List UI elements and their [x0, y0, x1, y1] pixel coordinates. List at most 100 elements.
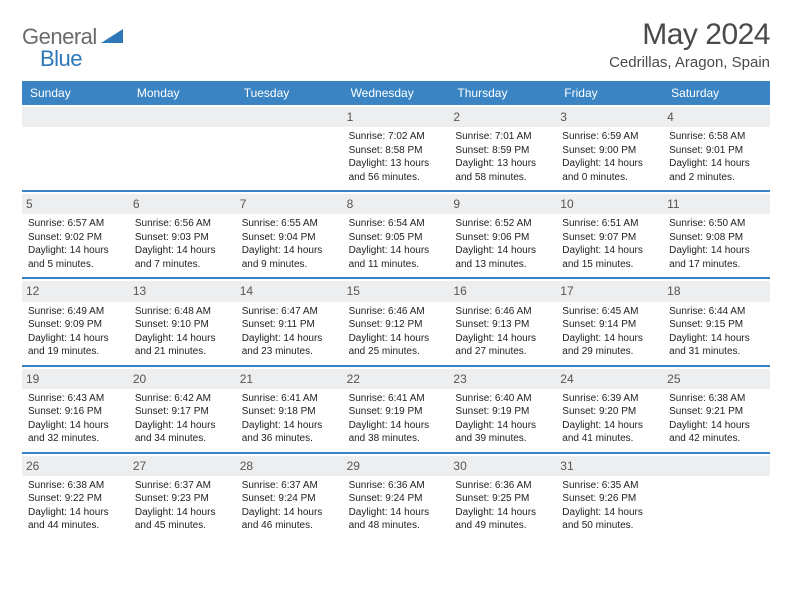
calendar-day: 10Sunrise: 6:51 AMSunset: 9:07 PMDayligh…	[556, 192, 663, 277]
calendar-day: 1Sunrise: 7:02 AMSunset: 8:58 PMDaylight…	[343, 105, 450, 190]
page-subtitle: Cedrillas, Aragon, Spain	[609, 54, 770, 71]
daylight-line: Daylight: 14 hours and 11 minutes.	[349, 244, 444, 271]
page: General May 2024 Cedrillas, Aragon, Spai…	[0, 0, 792, 539]
day-number: 6	[129, 194, 236, 214]
day-number: 11	[663, 194, 770, 214]
sunset-line: Sunset: 9:01 PM	[669, 144, 764, 158]
calendar-day: 20Sunrise: 6:42 AMSunset: 9:17 PMDayligh…	[129, 367, 236, 452]
daylight-line: Daylight: 14 hours and 19 minutes.	[28, 332, 123, 359]
sunrise-line: Sunrise: 6:38 AM	[28, 479, 123, 493]
daylight-line: Daylight: 14 hours and 32 minutes.	[28, 419, 123, 446]
sunrise-line: Sunrise: 6:54 AM	[349, 217, 444, 231]
logo-triangle-icon	[101, 27, 123, 48]
daylight-line: Daylight: 14 hours and 13 minutes.	[455, 244, 550, 271]
sunrise-line: Sunrise: 6:56 AM	[135, 217, 230, 231]
sunset-line: Sunset: 9:13 PM	[455, 318, 550, 332]
day-number: 9	[449, 194, 556, 214]
daylight-line: Daylight: 14 hours and 31 minutes.	[669, 332, 764, 359]
day-number: 19	[22, 369, 129, 389]
calendar-day: 21Sunrise: 6:41 AMSunset: 9:18 PMDayligh…	[236, 367, 343, 452]
sunset-line: Sunset: 9:04 PM	[242, 231, 337, 245]
sunrise-line: Sunrise: 6:36 AM	[349, 479, 444, 493]
sunrise-line: Sunrise: 6:35 AM	[562, 479, 657, 493]
day-number: 8	[343, 194, 450, 214]
sunset-line: Sunset: 9:07 PM	[562, 231, 657, 245]
daylight-line: Daylight: 14 hours and 46 minutes.	[242, 506, 337, 533]
day-number: 4	[663, 107, 770, 127]
sunrise-line: Sunrise: 6:36 AM	[455, 479, 550, 493]
sunset-line: Sunset: 9:06 PM	[455, 231, 550, 245]
day-number: 29	[343, 456, 450, 476]
calendar-day: 4Sunrise: 6:58 AMSunset: 9:01 PMDaylight…	[663, 105, 770, 190]
calendar-day: 6Sunrise: 6:56 AMSunset: 9:03 PMDaylight…	[129, 192, 236, 277]
sunset-line: Sunset: 9:22 PM	[28, 492, 123, 506]
day-number: 24	[556, 369, 663, 389]
weekday-label: Tuesday	[236, 81, 343, 105]
calendar-day: 28Sunrise: 6:37 AMSunset: 9:24 PMDayligh…	[236, 454, 343, 539]
calendar-day: 16Sunrise: 6:46 AMSunset: 9:13 PMDayligh…	[449, 279, 556, 364]
sunset-line: Sunset: 9:20 PM	[562, 405, 657, 419]
daylight-line: Daylight: 13 hours and 58 minutes.	[455, 157, 550, 184]
calendar-day: 19Sunrise: 6:43 AMSunset: 9:16 PMDayligh…	[22, 367, 129, 452]
logo-line2: Blue	[40, 46, 82, 72]
weekday-label: Saturday	[663, 81, 770, 105]
daylight-line: Daylight: 14 hours and 34 minutes.	[135, 419, 230, 446]
calendar-day: 5Sunrise: 6:57 AMSunset: 9:02 PMDaylight…	[22, 192, 129, 277]
sunrise-line: Sunrise: 6:55 AM	[242, 217, 337, 231]
day-number: 27	[129, 456, 236, 476]
sunrise-line: Sunrise: 6:37 AM	[135, 479, 230, 493]
calendar-day: 29Sunrise: 6:36 AMSunset: 9:24 PMDayligh…	[343, 454, 450, 539]
sunrise-line: Sunrise: 7:01 AM	[455, 130, 550, 144]
sunset-line: Sunset: 9:21 PM	[669, 405, 764, 419]
calendar-day	[663, 454, 770, 539]
daylight-line: Daylight: 14 hours and 27 minutes.	[455, 332, 550, 359]
sunset-line: Sunset: 9:16 PM	[28, 405, 123, 419]
sunset-line: Sunset: 9:10 PM	[135, 318, 230, 332]
day-number: 1	[343, 107, 450, 127]
weekday-label: Wednesday	[343, 81, 450, 105]
sunrise-line: Sunrise: 6:51 AM	[562, 217, 657, 231]
sunrise-line: Sunrise: 6:44 AM	[669, 305, 764, 319]
day-number: 26	[22, 456, 129, 476]
day-number: 31	[556, 456, 663, 476]
daylight-line: Daylight: 14 hours and 25 minutes.	[349, 332, 444, 359]
daylight-line: Daylight: 14 hours and 2 minutes.	[669, 157, 764, 184]
sunrise-line: Sunrise: 6:40 AM	[455, 392, 550, 406]
sunset-line: Sunset: 9:12 PM	[349, 318, 444, 332]
calendar-day	[22, 105, 129, 190]
daylight-line: Daylight: 14 hours and 29 minutes.	[562, 332, 657, 359]
day-number: 10	[556, 194, 663, 214]
calendar-day: 8Sunrise: 6:54 AMSunset: 9:05 PMDaylight…	[343, 192, 450, 277]
day-number-empty	[22, 107, 129, 127]
weekday-label: Monday	[129, 81, 236, 105]
calendar-week: 1Sunrise: 7:02 AMSunset: 8:58 PMDaylight…	[22, 105, 770, 192]
sunrise-line: Sunrise: 6:41 AM	[242, 392, 337, 406]
day-number: 16	[449, 281, 556, 301]
sunset-line: Sunset: 9:15 PM	[669, 318, 764, 332]
sunset-line: Sunset: 9:19 PM	[455, 405, 550, 419]
calendar-day: 12Sunrise: 6:49 AMSunset: 9:09 PMDayligh…	[22, 279, 129, 364]
sunset-line: Sunset: 9:09 PM	[28, 318, 123, 332]
sunset-line: Sunset: 9:03 PM	[135, 231, 230, 245]
sunset-line: Sunset: 9:24 PM	[242, 492, 337, 506]
calendar-day: 17Sunrise: 6:45 AMSunset: 9:14 PMDayligh…	[556, 279, 663, 364]
sunset-line: Sunset: 9:23 PM	[135, 492, 230, 506]
daylight-line: Daylight: 14 hours and 9 minutes.	[242, 244, 337, 271]
day-number: 3	[556, 107, 663, 127]
sunset-line: Sunset: 9:11 PM	[242, 318, 337, 332]
weekday-label: Sunday	[22, 81, 129, 105]
calendar-day: 25Sunrise: 6:38 AMSunset: 9:21 PMDayligh…	[663, 367, 770, 452]
calendar-week: 12Sunrise: 6:49 AMSunset: 9:09 PMDayligh…	[22, 279, 770, 366]
sunrise-line: Sunrise: 6:59 AM	[562, 130, 657, 144]
daylight-line: Daylight: 13 hours and 56 minutes.	[349, 157, 444, 184]
calendar-day: 14Sunrise: 6:47 AMSunset: 9:11 PMDayligh…	[236, 279, 343, 364]
sunrise-line: Sunrise: 6:49 AM	[28, 305, 123, 319]
weekday-label: Friday	[556, 81, 663, 105]
sunrise-line: Sunrise: 6:39 AM	[562, 392, 657, 406]
calendar-day: 3Sunrise: 6:59 AMSunset: 9:00 PMDaylight…	[556, 105, 663, 190]
calendar-header-row: Sunday Monday Tuesday Wednesday Thursday…	[22, 81, 770, 105]
daylight-line: Daylight: 14 hours and 45 minutes.	[135, 506, 230, 533]
page-title: May 2024	[609, 18, 770, 52]
daylight-line: Daylight: 14 hours and 42 minutes.	[669, 419, 764, 446]
day-number: 22	[343, 369, 450, 389]
